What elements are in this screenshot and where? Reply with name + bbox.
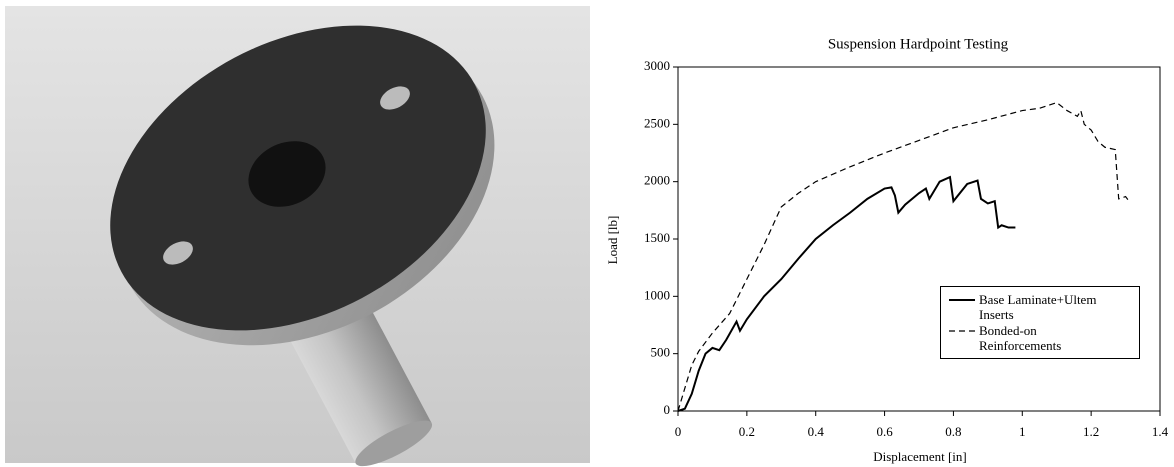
x-tick-label: 1.2 <box>1083 424 1099 439</box>
chart: Suspension Hardpoint Testing Displacemen… <box>600 0 1174 467</box>
y-tick-label: 0 <box>664 402 671 417</box>
legend-label: Base Laminate+Ultem Inserts <box>979 292 1114 322</box>
x-tick-label: 0.2 <box>739 424 755 439</box>
y-tick-label: 2000 <box>644 173 670 188</box>
legend-entry: Bonded-on Reinforcements <box>945 323 1135 353</box>
x-tick-label: 1 <box>1019 424 1025 439</box>
x-axis-label: Displacement [in] <box>873 449 967 464</box>
page: Suspension Hardpoint Testing Displacemen… <box>0 0 1174 467</box>
y-tick-label: 1500 <box>644 230 670 245</box>
x-tick-label: 1.4 <box>1152 424 1169 439</box>
x-tick-label: 0 <box>675 424 682 439</box>
legend-swatch <box>945 294 979 306</box>
x-tick-label: 0.4 <box>808 424 825 439</box>
chart-title: Suspension Hardpoint Testing <box>828 36 1009 52</box>
part-render <box>0 0 600 467</box>
y-tick-label: 2500 <box>644 115 670 130</box>
series-line <box>678 103 1129 411</box>
legend-swatch <box>945 325 979 337</box>
y-axis-label: Load [lb] <box>605 216 620 265</box>
legend-label: Bonded-on Reinforcements <box>979 323 1114 353</box>
y-tick-label: 3000 <box>644 58 670 73</box>
legend-entry: Base Laminate+Ultem Inserts <box>945 292 1135 322</box>
x-tick-label: 0.8 <box>945 424 961 439</box>
y-tick-label: 500 <box>651 345 671 360</box>
y-tick-label: 1000 <box>644 287 670 302</box>
x-tick-label: 0.6 <box>876 424 893 439</box>
plot-frame <box>678 67 1160 411</box>
